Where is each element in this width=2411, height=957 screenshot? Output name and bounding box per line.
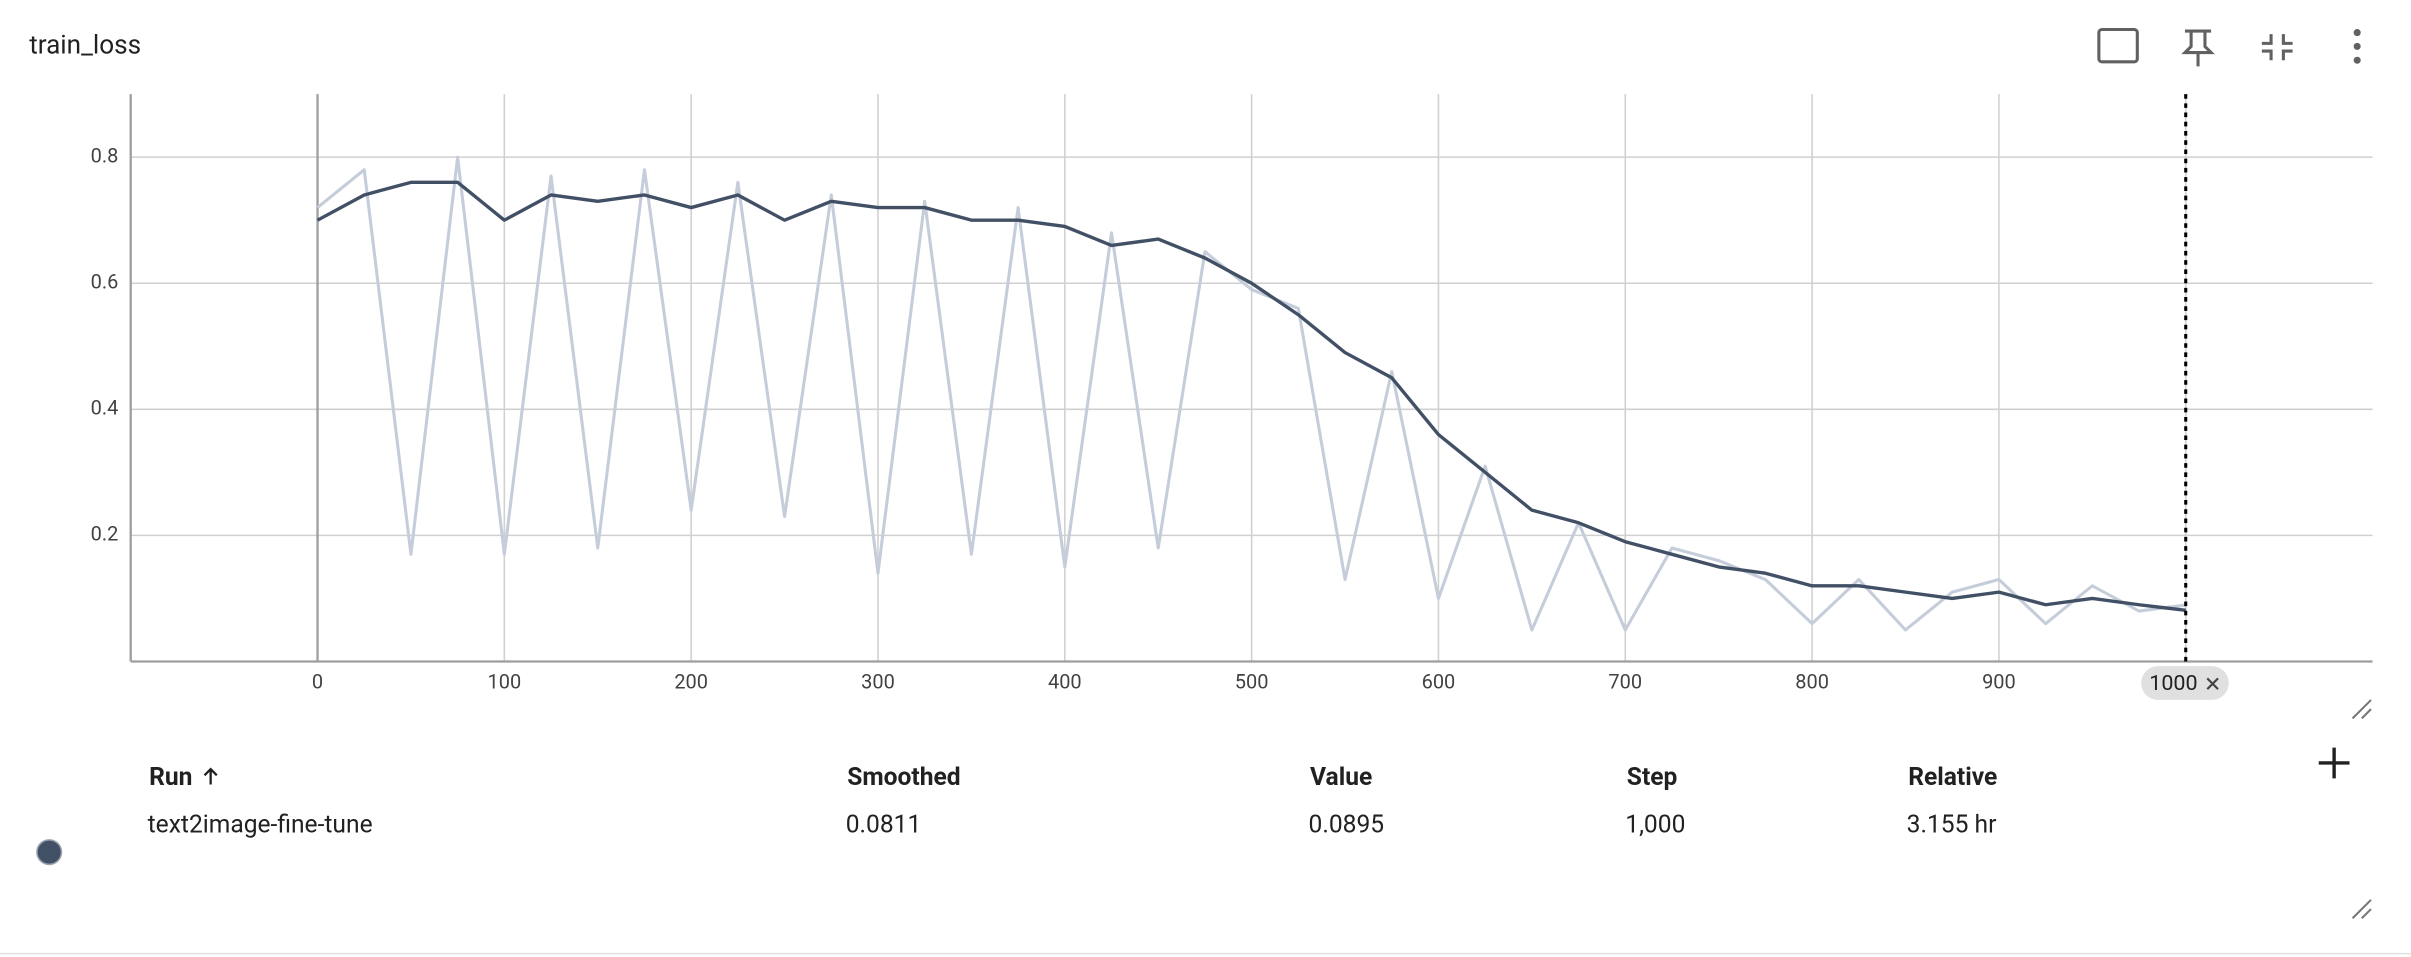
x-tick-label: 400 xyxy=(1048,669,1082,693)
x-tick-label: 0 xyxy=(312,669,323,693)
table-cell: 3.155 hr xyxy=(1907,811,1997,840)
y-tick-label: 0.8 xyxy=(91,143,119,167)
x-tick-label: 600 xyxy=(1422,669,1456,693)
pin-button[interactable] xyxy=(2181,29,2215,67)
x-tick-label: 200 xyxy=(674,669,708,693)
series-line xyxy=(316,155,2186,632)
table-cell: 1,000 xyxy=(1625,811,1685,840)
x-tick-label: 500 xyxy=(1235,669,1269,693)
table-cell: text2image-fine-tune xyxy=(148,811,373,840)
run-color-dot xyxy=(36,839,63,866)
x-tick-label: 700 xyxy=(1608,669,1642,693)
x-tick-label: 100 xyxy=(488,669,522,693)
x-tick-label: 900 xyxy=(1982,669,2016,693)
column-header: Run xyxy=(149,763,192,792)
toolbar[interactable] xyxy=(2097,27,2361,67)
hover-step-label: 1000 xyxy=(2149,671,2197,696)
clear-icon xyxy=(2206,677,2219,690)
table-cell: 0.0811 xyxy=(846,811,922,840)
fit-domain-button[interactable] xyxy=(2097,27,2139,64)
sort-arrow xyxy=(203,767,218,785)
card-title: train_loss xyxy=(29,30,141,60)
hover-chip xyxy=(2141,666,2229,700)
collapse-button[interactable] xyxy=(2261,34,2293,61)
x-tick-label: 300 xyxy=(861,669,895,693)
y-tick-label: 0.6 xyxy=(91,270,119,294)
series-line xyxy=(316,180,2186,613)
column-header: Step xyxy=(1627,763,1678,792)
table-cell: 0.0895 xyxy=(1309,811,1385,840)
y-tick-label: 0.4 xyxy=(91,396,119,420)
resize-handle[interactable] xyxy=(2351,899,2372,919)
more-button[interactable] xyxy=(2353,29,2361,64)
column-header: Relative xyxy=(1908,763,1997,792)
resize-handle[interactable] xyxy=(2351,699,2372,720)
x-tick-label: 800 xyxy=(1795,669,1829,693)
column-header: Value xyxy=(1310,763,1372,792)
column-header: Smoothed xyxy=(847,763,960,792)
y-tick-label: 0.2 xyxy=(91,522,119,546)
add-column-button[interactable] xyxy=(2318,747,2350,779)
